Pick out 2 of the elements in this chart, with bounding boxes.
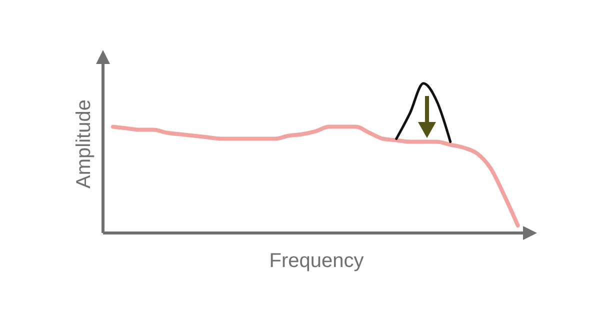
x-axis-title: Frequency (269, 250, 364, 272)
y-axis-title: Amplitude (73, 100, 96, 188)
